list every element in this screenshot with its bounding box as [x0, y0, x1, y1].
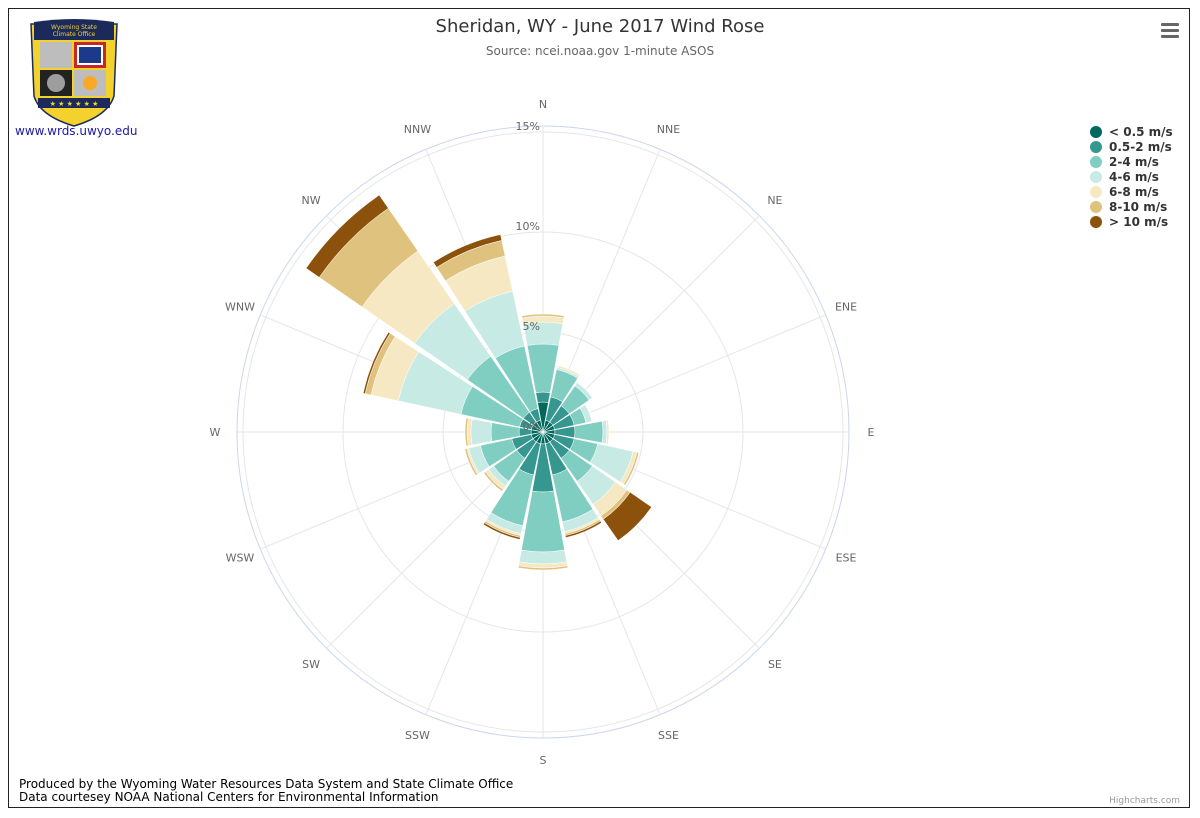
- legend-item[interactable]: < 0.5 m/s: [1090, 124, 1173, 139]
- legend-label: 8-10 m/s: [1109, 199, 1168, 214]
- radial-tick-label: 15%: [516, 120, 540, 133]
- wedge-s-series-3: [518, 549, 568, 565]
- wedge-ssw-series-6: [482, 522, 521, 540]
- hamburger-menu-icon[interactable]: [1158, 20, 1182, 42]
- direction-label-se: SE: [768, 658, 782, 671]
- legend-marker: [1090, 185, 1102, 198]
- wedge-wnw-series-6: [362, 331, 391, 394]
- wedge-w-series-5: [464, 417, 469, 447]
- radial-tick-label: 10%: [516, 220, 540, 233]
- wedge-nnw-series-6: [433, 234, 503, 268]
- wyoming-climate-office-logo: Wyoming State Climate Office ★ ★ ★ ★ ★ ★: [30, 19, 118, 127]
- legend-item[interactable]: 6-8 m/s: [1090, 184, 1173, 199]
- grid-spoke: [542, 314, 826, 433]
- wedge-ne-series-3: [574, 382, 593, 401]
- legend-marker: [1090, 215, 1102, 228]
- direction-label-nne: NNE: [657, 123, 680, 136]
- direction-label-ssw: SSW: [405, 729, 430, 742]
- credits: Produced by the Wyoming Water Resources …: [19, 778, 513, 804]
- legend-label: 6-8 m/s: [1109, 184, 1159, 199]
- direction-label-n: N: [539, 98, 547, 111]
- logo-text-1: Wyoming State: [51, 24, 97, 31]
- legend-marker: [1090, 125, 1102, 138]
- wedge-n-series-1: [535, 391, 551, 403]
- wedge-wsw-series-5: [464, 448, 478, 476]
- legend-item[interactable]: 4-6 m/s: [1090, 169, 1173, 184]
- wedge-ene-series-3: [579, 404, 593, 424]
- legend-marker: [1090, 170, 1102, 183]
- direction-label-s: S: [540, 754, 547, 767]
- wedge-w-series-3: [470, 418, 493, 446]
- logo-link[interactable]: www.wrds.uwyo.edu: [15, 124, 138, 138]
- logo-text-2: Climate Office: [53, 31, 96, 38]
- direction-label-sse: SSE: [658, 729, 679, 742]
- wedge-nne-series-4: [556, 365, 581, 377]
- legend-label: 2-4 m/s: [1109, 154, 1159, 169]
- highcharts-credit[interactable]: Highcharts.com: [1109, 796, 1180, 806]
- legend-marker: [1090, 140, 1102, 153]
- legend-label: > 10 m/s: [1109, 214, 1169, 229]
- wedge-sw-series-5: [483, 471, 504, 492]
- direction-label-wsw: WSW: [226, 552, 255, 565]
- radial-tick-label: 0%: [523, 420, 540, 433]
- chart-container: [8, 8, 1190, 808]
- legend-item[interactable]: > 10 m/s: [1090, 214, 1173, 229]
- legend-label: 4-6 m/s: [1109, 169, 1159, 184]
- direction-label-nw: NW: [302, 194, 321, 207]
- radial-tick-label: 5%: [523, 320, 540, 333]
- chart-subtitle: Source: ncei.noaa.gov 1-minute ASOS: [485, 44, 715, 58]
- direction-label-ese: ESE: [836, 552, 857, 565]
- legend-item[interactable]: 8-10 m/s: [1090, 199, 1173, 214]
- credit-line-2: Data courtesey NOAA National Centers for…: [19, 790, 439, 804]
- legend-marker: [1090, 200, 1102, 213]
- direction-label-wnw: WNW: [225, 300, 255, 313]
- wedge-nw-series-6: [305, 194, 389, 278]
- legend: < 0.5 m/s 0.5-2 m/s 2-4 m/s 4-6 m/s 6-8 m/s 8…: [1090, 124, 1173, 229]
- direction-label-sw: SW: [302, 658, 320, 671]
- legend-item[interactable]: 0.5-2 m/s: [1090, 139, 1173, 154]
- wedge-n-series-5: [521, 313, 565, 319]
- wedge-s-series-5: [517, 565, 569, 571]
- credit-line-1: Produced by the Wyoming Water Resources …: [19, 777, 514, 791]
- wedge-ese-series-5: [623, 451, 640, 486]
- direction-label-ne: NE: [767, 194, 782, 207]
- direction-label-ene: ENE: [835, 300, 857, 313]
- legend-label: 0.5-2 m/s: [1109, 139, 1172, 154]
- svg-text:★ ★ ★ ★ ★ ★: ★ ★ ★ ★ ★ ★: [50, 100, 99, 108]
- wedge-e-series-4: [605, 419, 610, 445]
- direction-label-e: E: [868, 426, 875, 439]
- legend-label: < 0.5 m/s: [1109, 124, 1173, 139]
- wedge-se-series-6: [602, 491, 652, 541]
- direction-label-w: W: [210, 426, 221, 439]
- wedge-sse-series-6: [565, 520, 602, 538]
- chart-title: Sheridan, WY - June 2017 Wind Rose: [435, 16, 765, 37]
- direction-label-nnw: NNW: [404, 123, 431, 136]
- legend-item[interactable]: 2-4 m/s: [1090, 154, 1173, 169]
- legend-marker: [1090, 155, 1102, 168]
